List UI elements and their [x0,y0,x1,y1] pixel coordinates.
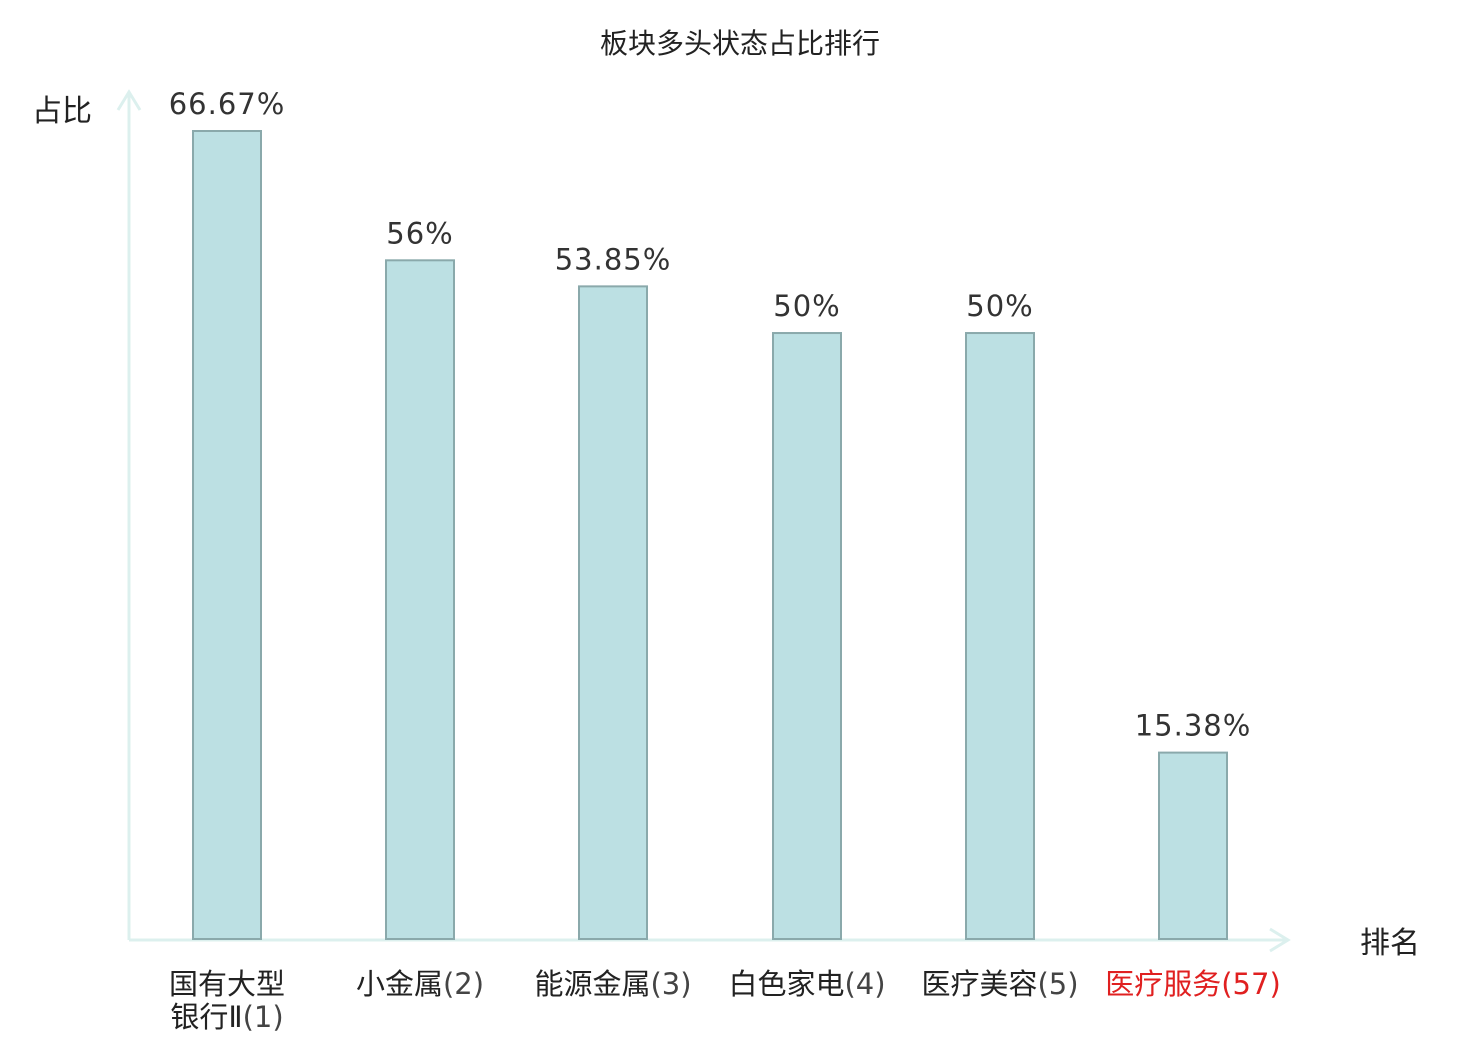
value-label-4: 50% [773,289,840,323]
y-axis-label: 占比 [32,94,92,129]
category-rank-6: (57) [1221,967,1281,1001]
category-label-5: 医疗美容(5) [921,967,1078,1001]
category-rank-3: (3) [650,967,691,1001]
y-axis [116,89,142,940]
value-label-1: 66.67% [169,87,286,121]
category-label-3: 能源金属(3) [534,967,691,1001]
chart-title: 板块多头状态占比排行 [600,27,880,60]
bars-group [192,130,1228,941]
bar-3 [578,285,648,941]
category-label-1-line-2: 银行Ⅱ(1) [170,1000,283,1034]
value-labels-group: 66.67% 56% 53.85% 50% 50% 15.38% [169,87,1252,743]
x-axis-label: 排名 [1360,926,1420,961]
bar-6 [1158,751,1228,940]
bar-2 [385,259,455,940]
value-label-6: 15.38% [1135,709,1252,743]
value-label-2: 56% [386,216,453,250]
category-label-6: 医疗服务(57) [1105,967,1281,1001]
bar-1 [192,130,262,940]
bar-5 [965,332,1035,941]
category-rank-4: (4) [844,967,885,1001]
bar-4 [772,332,842,941]
category-rank-5: (5) [1037,967,1078,1001]
value-label-3: 53.85% [555,242,672,276]
category-label-2: 小金属(2) [356,967,484,1001]
category-rank-2: (2) [443,967,484,1001]
category-rank-1: (1) [243,1000,284,1034]
value-label-5: 50% [966,289,1033,323]
category-label-4: 白色家电(4) [728,967,885,1001]
x-axis [129,927,1291,953]
category-label-1-line-1: 国有大型 [169,967,285,1001]
